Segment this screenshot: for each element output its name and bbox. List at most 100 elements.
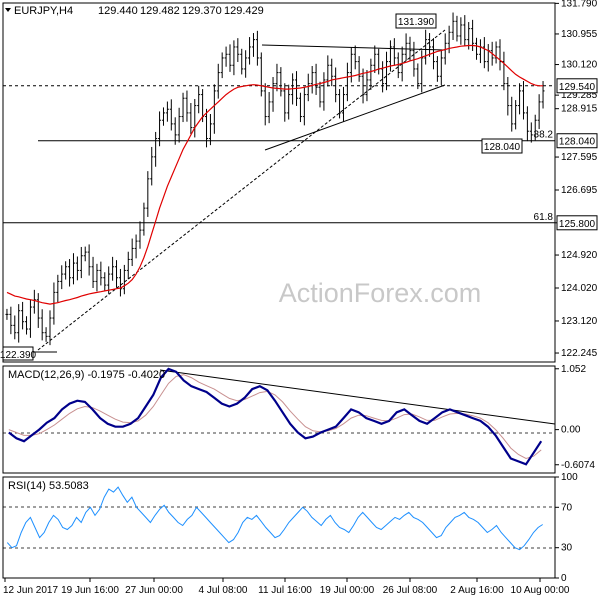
rsi-title: RSI(14) 53.5083 bbox=[8, 480, 89, 492]
price-bar bbox=[232, 40, 236, 76]
price-bar bbox=[365, 70, 369, 102]
price-bar bbox=[302, 86, 306, 126]
price-bar bbox=[75, 256, 79, 281]
triangle-upper-line bbox=[261, 44, 446, 51]
annotation-low: 122.390 bbox=[0, 346, 37, 361]
price-bar bbox=[259, 52, 263, 97]
price-bar bbox=[431, 38, 435, 70]
price-bar bbox=[28, 299, 32, 338]
price-bar bbox=[357, 56, 361, 82]
price-bar bbox=[130, 238, 134, 267]
svg-text:128.040: 128.040 bbox=[559, 137, 596, 148]
ohlc-open: 129.440 bbox=[98, 5, 138, 17]
price-bar bbox=[334, 67, 338, 103]
price-bar bbox=[369, 58, 373, 90]
price-bar bbox=[521, 81, 525, 120]
price-bar bbox=[5, 308, 9, 320]
y-tick-label: 126.695 bbox=[561, 185, 598, 196]
price-bar bbox=[463, 15, 467, 47]
level-tag-129.540: 129.540 bbox=[556, 78, 598, 94]
fib-label-61.8: 61.8 bbox=[534, 212, 554, 223]
price-bar bbox=[146, 171, 150, 217]
price-bar bbox=[118, 268, 122, 297]
price-bar bbox=[240, 48, 244, 75]
y-tick-label: 129.285 bbox=[561, 90, 598, 101]
svg-text:129.540: 129.540 bbox=[559, 82, 596, 93]
price-bar bbox=[514, 100, 518, 130]
price-bar bbox=[154, 131, 158, 167]
price-bar bbox=[529, 122, 533, 143]
x-tick-label: 19 Jun 16:00 bbox=[61, 585, 119, 596]
macd-panel: MACD(12,26,9) -0.1975 -0.4020 1.052 0.00 -… bbox=[2, 364, 595, 474]
ohlc-high: 129.482 bbox=[140, 5, 180, 17]
rsi-y-tick-label: 70 bbox=[561, 502, 573, 513]
price-bar bbox=[345, 62, 349, 102]
price-bar bbox=[228, 44, 232, 72]
price-bar bbox=[510, 96, 514, 132]
price-bar bbox=[48, 310, 52, 346]
price-bar bbox=[13, 315, 17, 340]
price-bar bbox=[373, 45, 377, 73]
price-bar bbox=[271, 76, 275, 112]
price-bar bbox=[506, 76, 510, 116]
price-bar bbox=[36, 293, 40, 328]
price-bar bbox=[475, 37, 479, 60]
rsi-y-tick-label: 30 bbox=[561, 543, 573, 554]
price-bar bbox=[158, 111, 162, 147]
time-x-axis: 12 Jun 2017 19 Jun 16:00 27 Jun 00:00 4 Jul… bbox=[3, 578, 570, 596]
price-bars bbox=[5, 12, 545, 346]
macd-y-tick-label: -0.6074 bbox=[561, 460, 595, 471]
price-bar bbox=[322, 72, 326, 111]
fib-label-38.2: 38.2 bbox=[534, 130, 554, 141]
x-tick-label: 2 Aug 16:00 bbox=[450, 585, 504, 596]
price-bar bbox=[224, 46, 228, 67]
price-bar bbox=[338, 89, 342, 119]
price-bar bbox=[396, 52, 400, 79]
price-y-axis: 131.790 130.955 130.120 129.285 128.915 127.5… bbox=[555, 0, 598, 359]
price-bar bbox=[494, 41, 498, 64]
price-bar bbox=[353, 45, 357, 70]
x-tick-label: 27 Jun 00:00 bbox=[125, 585, 183, 596]
macd-y-axis: 1.052 0.00 -0.6074 bbox=[555, 364, 595, 471]
svg-text:122.390: 122.390 bbox=[0, 350, 37, 361]
price-bar bbox=[216, 63, 220, 99]
price-bar bbox=[87, 244, 91, 276]
price-bar bbox=[142, 202, 146, 236]
price-bar bbox=[83, 246, 87, 262]
price-bar bbox=[181, 92, 185, 123]
price-bar bbox=[107, 266, 111, 294]
x-tick-label: 11 Jul 16:00 bbox=[258, 585, 312, 596]
price-bar bbox=[330, 58, 334, 87]
price-bar bbox=[310, 66, 314, 94]
ohlc-low: 129.370 bbox=[182, 5, 222, 17]
y-tick-label: 130.955 bbox=[561, 29, 598, 40]
y-tick-label: 127.595 bbox=[561, 152, 598, 163]
macd-y-tick-label: 0.00 bbox=[561, 425, 581, 436]
x-tick-label: 10 Aug 00:00 bbox=[511, 585, 570, 596]
price-bar bbox=[455, 15, 459, 42]
price-bar bbox=[248, 37, 252, 65]
price-bar bbox=[71, 253, 75, 285]
rsi-y-axis: 100 70 30 0 bbox=[555, 472, 578, 584]
y-tick-label: 130.120 bbox=[561, 60, 598, 71]
price-bar bbox=[533, 114, 537, 141]
macd-line bbox=[8, 367, 543, 466]
price-bar bbox=[25, 316, 29, 335]
price-bar bbox=[115, 260, 119, 288]
price-bar bbox=[416, 63, 420, 90]
price-bar bbox=[169, 99, 173, 131]
price-bar bbox=[165, 101, 169, 122]
price-bar bbox=[99, 261, 103, 286]
price-bar bbox=[482, 37, 486, 69]
price-bar bbox=[197, 85, 201, 114]
price-bar bbox=[439, 50, 443, 86]
price-bar bbox=[298, 92, 302, 123]
price-bar bbox=[64, 261, 68, 280]
x-tick-label: 12 Jun 2017 bbox=[3, 585, 58, 596]
price-bar bbox=[32, 289, 36, 314]
price-bar bbox=[392, 38, 396, 66]
price-bar bbox=[306, 73, 310, 102]
trendlines-layer bbox=[30, 29, 446, 353]
price-bar bbox=[451, 12, 455, 40]
